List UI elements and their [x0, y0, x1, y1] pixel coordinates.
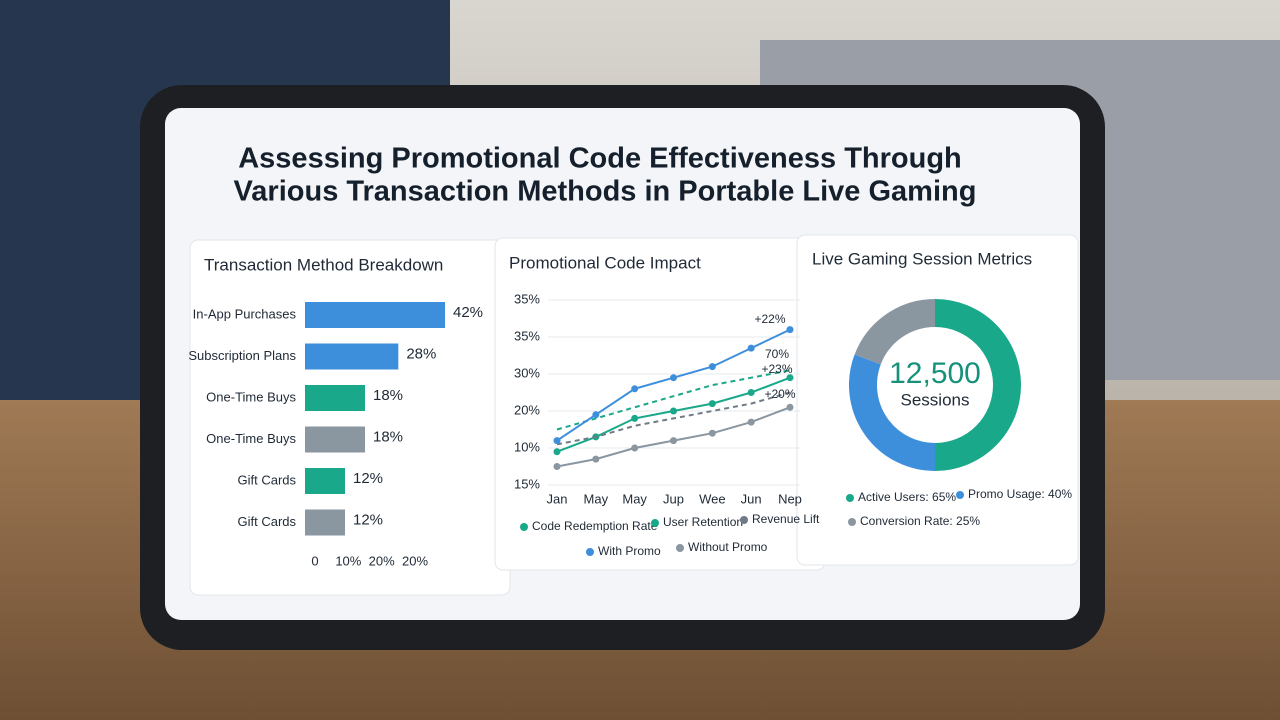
legend-label: Code Redemption Rate — [532, 519, 658, 533]
point — [631, 414, 639, 422]
data-label: 28% — [406, 345, 436, 362]
page-title: Assessing Promotional Code Effectiveness… — [238, 143, 962, 175]
bar — [305, 468, 345, 494]
y-tick-label: 35% — [514, 328, 540, 343]
x-tick-label: Jun — [741, 491, 762, 506]
panel-title: Transaction Method Breakdown — [204, 255, 443, 274]
point — [553, 448, 561, 456]
x-tick-label: 10% — [335, 553, 361, 568]
bar — [305, 426, 365, 453]
data-label: 18% — [373, 387, 403, 404]
data-label: 18% — [373, 428, 403, 445]
point — [553, 437, 561, 445]
annotation: 70% — [765, 347, 789, 361]
point — [670, 437, 677, 445]
x-tick-label: 20% — [402, 553, 428, 568]
annotation: +23% — [761, 362, 792, 376]
panel — [189, 239, 511, 596]
x-tick-label: May — [584, 491, 609, 506]
x-tick-label: May — [622, 491, 647, 506]
center-value: 12,500 — [889, 357, 981, 390]
panel-title: Live Gaming Session Metrics — [812, 249, 1032, 268]
y-tick-label: Subscription Plans — [188, 348, 296, 363]
legend-label: Without Promo — [688, 540, 768, 554]
y-tick-label: 30% — [514, 365, 540, 380]
y-tick-label: 20% — [514, 402, 540, 417]
point — [747, 389, 755, 396]
donut-segment — [854, 299, 936, 365]
legend-label: Active Users: 65% — [858, 490, 956, 504]
donut-segment — [934, 299, 1021, 471]
annotation: +22% — [754, 312, 785, 326]
y-tick-label: One-Time Buys — [206, 431, 296, 446]
bar — [305, 343, 399, 370]
legend-label: Promo Usage: 40% — [968, 487, 1072, 501]
legend-swatch — [586, 548, 594, 556]
y-tick-label: 35% — [514, 291, 540, 306]
line — [556, 391, 791, 446]
x-tick-label: Jup — [663, 491, 684, 506]
point — [747, 418, 755, 426]
legend-swatch — [740, 516, 748, 524]
y-tick-label: One-Time Buys — [206, 389, 296, 404]
point — [631, 444, 639, 452]
bar — [305, 385, 365, 411]
point — [670, 374, 677, 382]
panel — [796, 234, 1079, 566]
legend-swatch — [520, 523, 528, 531]
legend-swatch — [676, 544, 684, 552]
annotation: +20% — [764, 387, 795, 401]
legend-label: User Retention — [663, 515, 743, 529]
data-label: 12% — [353, 470, 383, 487]
point — [708, 429, 716, 437]
data-label: 12% — [353, 511, 383, 528]
page-title: Various Transaction Methods in Portable … — [234, 176, 977, 208]
x-tick-label: Wee — [699, 491, 726, 506]
point — [786, 326, 794, 334]
x-tick-label: 20% — [369, 553, 395, 568]
point — [786, 374, 794, 382]
bar — [305, 302, 445, 328]
panel-title: Promotional Code Impact — [509, 253, 701, 272]
legend-swatch — [846, 494, 854, 502]
x-tick-label: Nep — [778, 491, 802, 506]
x-tick-label: 0 — [311, 553, 318, 568]
point — [670, 407, 677, 415]
legend-swatch — [956, 491, 964, 499]
y-tick-label: Gift Cards — [237, 514, 296, 529]
line — [556, 369, 791, 431]
point — [631, 385, 639, 393]
point — [592, 411, 600, 419]
data-label: 42% — [453, 304, 483, 321]
point — [553, 463, 561, 470]
point — [747, 344, 755, 352]
point — [786, 403, 794, 411]
legend-label: Conversion Rate: 25% — [860, 514, 980, 528]
donut-segment — [849, 354, 936, 471]
center-label: Sessions — [901, 390, 970, 409]
point — [592, 455, 600, 463]
legend-label: Revenue Lift — [752, 512, 820, 526]
legend-swatch — [848, 518, 856, 526]
bar — [305, 509, 345, 536]
y-tick-label: In-App Purchases — [193, 306, 297, 321]
legend-label: With Promo — [598, 544, 661, 558]
y-tick-label: Gift Cards — [237, 472, 296, 487]
legend-swatch — [651, 519, 659, 527]
point — [708, 400, 716, 408]
y-tick-label: 15% — [514, 476, 540, 491]
x-tick-label: Jan — [547, 491, 568, 506]
y-tick-label: 10% — [514, 439, 540, 454]
point — [708, 363, 716, 371]
